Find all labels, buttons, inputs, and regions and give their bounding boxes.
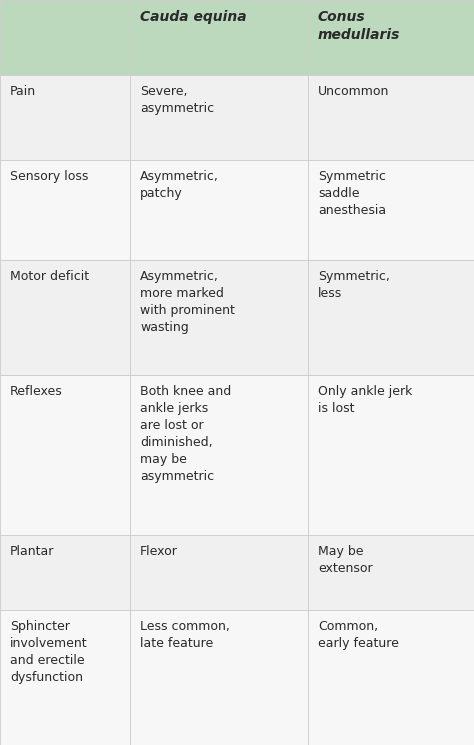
Bar (130, 0, 308, 75)
Text: Both knee and
ankle jerks
are lost or
diminished,
may be
asymmetric: Both knee and ankle jerks are lost or di… (140, 385, 231, 483)
Text: Symmetric,
less: Symmetric, less (318, 270, 390, 300)
Bar (308, 610, 474, 745)
Bar (0, 260, 130, 375)
Text: Only ankle jerk
is lost: Only ankle jerk is lost (318, 385, 412, 415)
Text: Symmetric
saddle
anesthesia: Symmetric saddle anesthesia (318, 170, 386, 217)
Text: Severe,
asymmetric: Severe, asymmetric (140, 85, 214, 115)
Bar (130, 160, 308, 260)
Text: Reflexes: Reflexes (10, 385, 63, 398)
Text: Uncommon: Uncommon (318, 85, 389, 98)
Bar (130, 260, 308, 375)
Text: Plantar: Plantar (10, 545, 55, 558)
Bar (308, 375, 474, 535)
Text: Pain: Pain (10, 85, 36, 98)
Text: Flexor: Flexor (140, 545, 178, 558)
Bar (308, 75, 474, 160)
Bar (0, 160, 130, 260)
Text: Sensory loss: Sensory loss (10, 170, 88, 183)
Text: Common,
early feature: Common, early feature (318, 620, 399, 650)
Bar (0, 610, 130, 745)
Text: Less common,
late feature: Less common, late feature (140, 620, 230, 650)
Text: Asymmetric,
patchy: Asymmetric, patchy (140, 170, 219, 200)
Text: May be
extensor: May be extensor (318, 545, 373, 575)
Bar (130, 535, 308, 610)
Bar (0, 75, 130, 160)
Bar (130, 75, 308, 160)
Bar (0, 535, 130, 610)
Bar (308, 260, 474, 375)
Bar (130, 610, 308, 745)
Bar (130, 375, 308, 535)
Bar (308, 0, 474, 75)
Text: Cauda equina: Cauda equina (140, 10, 246, 24)
Text: Sphincter
involvement
and erectile
dysfunction: Sphincter involvement and erectile dysfu… (10, 620, 88, 684)
Bar (308, 535, 474, 610)
Bar (0, 375, 130, 535)
Text: Motor deficit: Motor deficit (10, 270, 89, 283)
Text: Conus
medullaris: Conus medullaris (318, 10, 401, 42)
Bar (0, 0, 130, 75)
Bar (308, 160, 474, 260)
Text: Asymmetric,
more marked
with prominent
wasting: Asymmetric, more marked with prominent w… (140, 270, 235, 334)
